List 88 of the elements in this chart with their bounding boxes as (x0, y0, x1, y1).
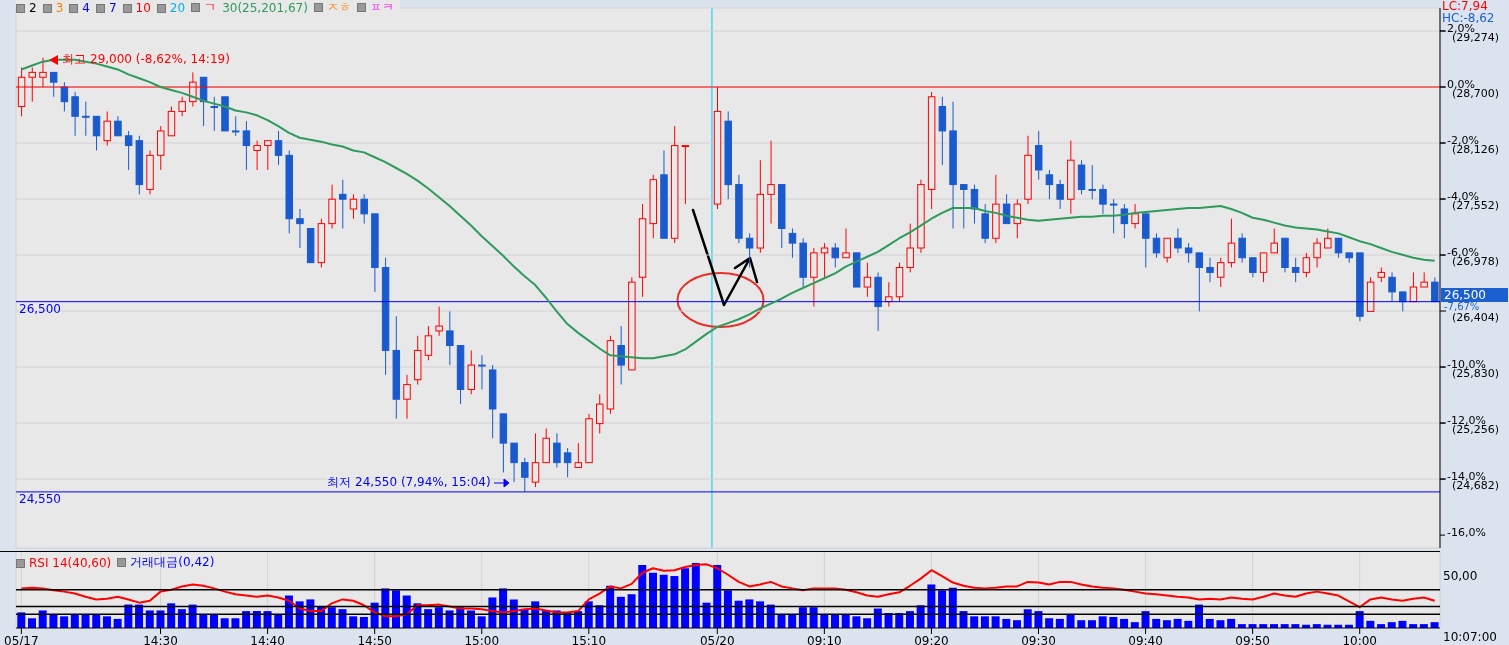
bar (327, 607, 336, 628)
bar (820, 615, 829, 628)
bar (670, 576, 679, 628)
bar (102, 616, 111, 628)
bar (1066, 615, 1075, 628)
bar (434, 607, 443, 628)
x-tick-label: 09:20 (914, 633, 949, 645)
bar (477, 616, 486, 628)
bar (349, 616, 358, 628)
x-tick-label: 14:40 (250, 633, 285, 645)
bar (798, 607, 807, 628)
text: 30(25,201,67) (222, 0, 308, 15)
y-tick-label: (26,404) (1452, 311, 1500, 325)
x-tick-label: 14:50 (357, 633, 392, 645)
bar (1013, 620, 1022, 628)
y2-tick-label: -16,0% (1447, 526, 1486, 540)
bar (17, 612, 26, 628)
bar (1077, 620, 1086, 628)
bar (466, 610, 475, 628)
annotation: 2 (28, 0, 37, 15)
x-tick-label: 15:00 (464, 633, 500, 645)
x-tick-label: 09:30 (1021, 633, 1056, 645)
bar (723, 590, 732, 628)
bar (1098, 616, 1107, 628)
text: 거래대금(0,42) (129, 554, 215, 571)
annotation: 7 (107, 0, 117, 15)
bar (691, 563, 700, 628)
ref-line-label: 26,500 (19, 302, 61, 317)
bar (970, 616, 979, 628)
x-tick-label: 10:00 (1342, 633, 1377, 645)
annotation: 20 (168, 0, 186, 15)
x-tick-label: 05/17 (4, 633, 39, 645)
bar (938, 590, 947, 628)
bar (1109, 616, 1118, 628)
bar (927, 584, 936, 628)
bar (852, 616, 861, 628)
annotation: ㅍㅋ (368, 0, 394, 16)
bar (616, 596, 625, 628)
bar (991, 616, 1000, 628)
annotation: 3 (54, 0, 64, 15)
bar (648, 572, 657, 628)
text: HC:-8,62 (1442, 11, 1495, 25)
bar (177, 609, 186, 628)
bar (745, 599, 754, 628)
annotation: ㅈㅎ (325, 0, 351, 16)
annotation: ㄱ (203, 0, 217, 16)
bar (659, 574, 668, 628)
bar (274, 615, 283, 628)
bar (863, 618, 872, 628)
annotation: 4 (81, 0, 90, 15)
text: -7,67% (1444, 301, 1480, 312)
text: 10:07:00 (1443, 630, 1497, 644)
bar (809, 607, 818, 628)
annotation: 최저 24,550 (7,94%, 15:04) (327, 474, 491, 491)
bar (788, 615, 797, 628)
ref-line-label: 24,550 (19, 492, 61, 507)
bar (156, 610, 165, 628)
bar (359, 616, 368, 628)
bar (27, 618, 36, 628)
bar (681, 568, 690, 628)
x-tick-label: 09:50 (1235, 633, 1270, 645)
x-tick-label: 09:10 (807, 633, 842, 645)
bar (445, 610, 454, 628)
bar (756, 601, 765, 628)
x-tick-label: 14:30 (143, 633, 178, 645)
bar (831, 615, 839, 628)
bar (627, 594, 636, 628)
text: LC:7,94 (1442, 0, 1489, 13)
x-tick-label: 05/20 (700, 633, 735, 645)
x-tick-label: 15:10 (571, 633, 607, 645)
bar (980, 616, 989, 628)
bar (424, 609, 433, 628)
bar (60, 616, 69, 628)
series-label: RSI 14(40,60) (28, 555, 112, 570)
bar (1045, 618, 1054, 628)
bar (220, 618, 229, 628)
bar (145, 610, 154, 628)
x-tick-label: 09:40 (1128, 633, 1163, 645)
bar (1162, 620, 1171, 628)
bar (338, 609, 347, 628)
annotation: 10 (134, 0, 151, 15)
bar (1216, 620, 1225, 628)
text: 50,00 (1443, 569, 1478, 584)
bar (1087, 620, 1096, 628)
bar (1023, 609, 1032, 628)
bar (38, 610, 47, 628)
text: 26,500 (1441, 288, 1508, 302)
bar (231, 618, 240, 628)
